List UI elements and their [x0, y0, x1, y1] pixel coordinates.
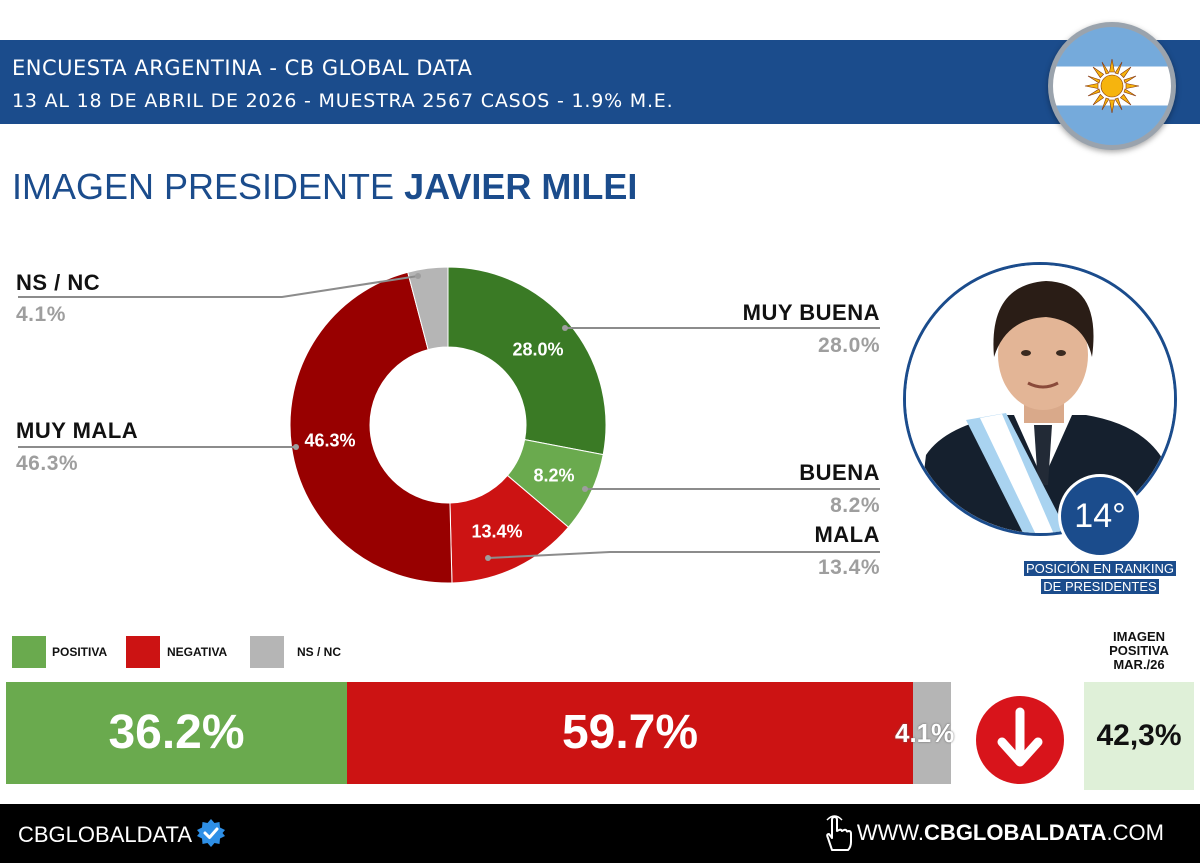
- argentina-flag-icon: [1048, 22, 1176, 150]
- donut-slice-muy-mala: [289, 271, 453, 584]
- previous-title-line3: MAR./26: [1113, 657, 1165, 672]
- down-arrow-icon: [976, 696, 1064, 784]
- legend-label-positiva: POSITIVA: [52, 645, 108, 659]
- ranking-caption: POSICIÓN EN RANKING DE PRESIDENTES: [1022, 560, 1178, 596]
- callout-muy-mala-label: MUY MALA: [16, 418, 139, 443]
- ranking-caption-line1: POSICIÓN EN RANKING: [1023, 561, 1177, 576]
- callout-buena-label: BUENA: [799, 460, 880, 485]
- legend-label-negativa: NEGATIVA: [167, 645, 228, 659]
- donut-chart: [18, 266, 880, 584]
- donut-slice-ns-nc: [407, 266, 449, 351]
- legend-swatch-positiva: [12, 636, 46, 668]
- leader-line-mala: [487, 551, 880, 559]
- previous-positive-title: IMAGEN POSITIVA MAR./26: [1084, 630, 1194, 672]
- donut-slice-muy-buena: [447, 266, 607, 456]
- bar-segment-ns-nc: [913, 682, 951, 784]
- page-title: IMAGEN PRESIDENTE JAVIER MILEI: [12, 166, 637, 208]
- callout-muy-mala-value: 46.3%: [16, 452, 79, 475]
- previous-positive-value: 42,3%: [1084, 682, 1194, 790]
- legend-swatch-ns-nc: [250, 636, 284, 668]
- slice-label-muy-mala: 46.3%: [304, 430, 356, 451]
- callout-mala-label: MALA: [814, 522, 880, 547]
- footer-website-link[interactable]: WWW.CBGLOBALDATA.COM: [857, 820, 1164, 846]
- legend-swatch-negativa: [126, 636, 160, 668]
- pointer-hand-icon: [826, 815, 852, 851]
- ranking-badge: 14°: [1058, 474, 1142, 558]
- footer-url-bold: CBGLOBALDATA: [924, 820, 1107, 845]
- footer-brand: CBGLOBALDATA: [18, 822, 193, 847]
- previous-title-line2: POSITIVA: [1109, 643, 1169, 658]
- slice-label-buena: 8.2%: [533, 465, 575, 486]
- callout-ns-nc-label: NS / NC: [16, 270, 101, 295]
- verified-badge-icon: [197, 819, 225, 847]
- survey-details: 13 AL 18 DE ABRIL DE 2026 - MUESTRA 2567…: [12, 90, 674, 112]
- bar-segment-negativa: 59.7%: [347, 682, 913, 784]
- callout-ns-nc-value: 4.1%: [16, 303, 66, 326]
- callout-buena-value: 8.2%: [830, 494, 880, 517]
- bar-segment-positiva: 36.2%: [6, 682, 347, 784]
- bar-segment-ns-nc-label: 4.1%: [895, 718, 955, 748]
- previous-title-line1: IMAGEN: [1113, 629, 1165, 644]
- footer-url-prefix: WWW.: [856, 820, 925, 845]
- donut-slices: [289, 266, 607, 584]
- title-prefix: IMAGEN PRESIDENTE: [12, 166, 395, 207]
- leader-lines: [18, 275, 880, 559]
- slice-label-mala: 13.4%: [471, 521, 523, 542]
- leader-line-ns-nc: [18, 275, 419, 298]
- legend-label-ns-nc: NS / NC: [297, 645, 342, 659]
- callout-muy-buena-label: MUY BUENA: [742, 300, 880, 325]
- header-banner: ENCUESTA ARGENTINA - CB GLOBAL DATA 13 A…: [0, 40, 1200, 124]
- title-name: JAVIER MILEI: [404, 166, 638, 207]
- ranking-caption-line2: DE PRESIDENTES: [1041, 579, 1159, 594]
- leader-dots: [293, 273, 588, 561]
- footer-url-suffix: .COM: [1106, 820, 1164, 845]
- footer: CBGLOBALDATA WWW.CBGLOBALDATA.COM: [0, 804, 1200, 863]
- slice-label-muy-buena: 28.0%: [512, 339, 564, 360]
- survey-title: ENCUESTA ARGENTINA - CB GLOBAL DATA: [12, 56, 473, 80]
- callout-muy-buena-value: 28.0%: [817, 334, 880, 357]
- callout-mala-value: 13.4%: [817, 556, 880, 579]
